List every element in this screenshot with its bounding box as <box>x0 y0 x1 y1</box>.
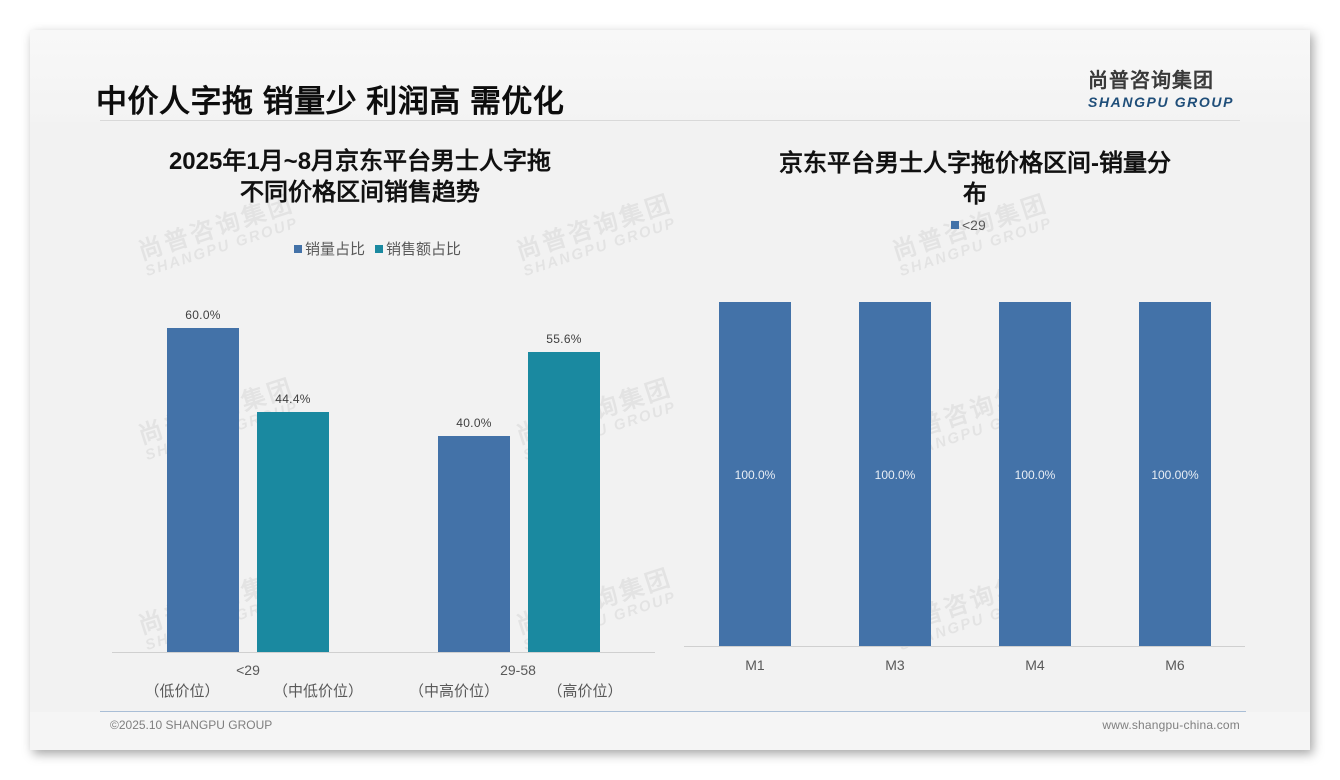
bar-volume-29-58 <box>438 436 510 652</box>
title-divider <box>100 120 1240 121</box>
logo-cn: 尚普咨询集团 <box>1088 70 1214 92</box>
bar-m4 <box>999 302 1071 646</box>
price-tier-label: （中高价位） <box>408 683 499 700</box>
bar-value-label: 100.0% <box>874 468 916 482</box>
left-chart-title-line2: 不同价格区间销售趋势 <box>240 179 480 206</box>
slide: 尚普咨询集团 SHANGPU GROUP 尚普咨询集团 SHANGPU GROU… <box>30 30 1310 750</box>
legend-swatch-icon <box>294 244 302 253</box>
legend-item-sales-volume: 销量占比 <box>294 238 365 259</box>
bar-value-label: 40.0% <box>456 416 492 430</box>
left-chart-title: 2025年1月~8月京东平台男士人字拖 不同价格区间销售趋势 <box>130 146 590 208</box>
page-title: 中价人字拖 销量少 利润高 需优化 <box>96 84 565 119</box>
legend-swatch-icon <box>375 244 384 253</box>
price-tier-label: （中低价位） <box>272 683 363 700</box>
bar-amount-lt29 <box>257 412 329 652</box>
bar-m6 <box>1139 302 1211 646</box>
bar-volume-lt29 <box>167 328 239 652</box>
price-tier-label: （高价位） <box>547 683 623 700</box>
right-chart-x-axis <box>684 646 1245 647</box>
category-label: 29-58 <box>500 662 536 678</box>
legend-item-lt29: <29 <box>951 217 986 233</box>
footer-divider <box>100 711 1246 712</box>
slide-header-band <box>30 30 1310 122</box>
legend-item-sales-amount: 销售额占比 <box>375 238 461 259</box>
footer-website-link[interactable]: www.shangpu-china.com <box>1102 718 1240 732</box>
bar-m3 <box>859 302 931 646</box>
bar-value-label: 100.0% <box>734 468 776 482</box>
left-chart-legend: 销量占比 销售额占比 <box>294 238 461 259</box>
bar-amount-29-58 <box>528 352 600 652</box>
right-chart-title: 京东平台男士人字拖价格区间-销量分 布 <box>730 148 1220 210</box>
category-label: M3 <box>885 657 905 673</box>
bar-value-label: 55.6% <box>546 332 582 346</box>
bar-value-label: 100.0% <box>1014 468 1056 482</box>
logo-en: SHANGPU GROUP <box>1088 94 1235 110</box>
watermark-en: SHANGPU GROUP <box>143 214 301 281</box>
price-tier-label: （低价位） <box>144 683 220 700</box>
category-label: M6 <box>1165 657 1185 673</box>
footer-band <box>30 712 1310 750</box>
left-chart-x-axis <box>112 652 655 653</box>
legend-label: 销量占比 <box>305 241 366 258</box>
category-label: M4 <box>1025 657 1045 673</box>
right-chart-legend: <29 <box>951 217 986 233</box>
category-label: <29 <box>236 662 260 678</box>
right-chart-title-line1: 京东平台男士人字拖价格区间-销量分 <box>779 150 1171 177</box>
company-logo: 尚普咨询集团 SHANGPU GROUP <box>1088 64 1240 110</box>
bar-value-label: 100.00% <box>1151 468 1199 482</box>
watermark-en: SHANGPU GROUP <box>521 214 679 281</box>
left-chart-title-line1: 2025年1月~8月京东平台男士人字拖 <box>168 148 552 175</box>
category-label: M1 <box>745 657 765 673</box>
legend-label: <29 <box>962 217 986 233</box>
footer-copyright: ©2025.10 SHANGPU GROUP <box>110 718 273 732</box>
bar-value-label: 44.4% <box>275 392 311 406</box>
legend-label: 销售额占比 <box>386 241 462 258</box>
legend-swatch-icon <box>951 221 959 229</box>
bar-value-label: 60.0% <box>185 308 221 322</box>
bar-m1 <box>719 302 791 646</box>
right-chart-title-line2: 布 <box>963 181 987 208</box>
